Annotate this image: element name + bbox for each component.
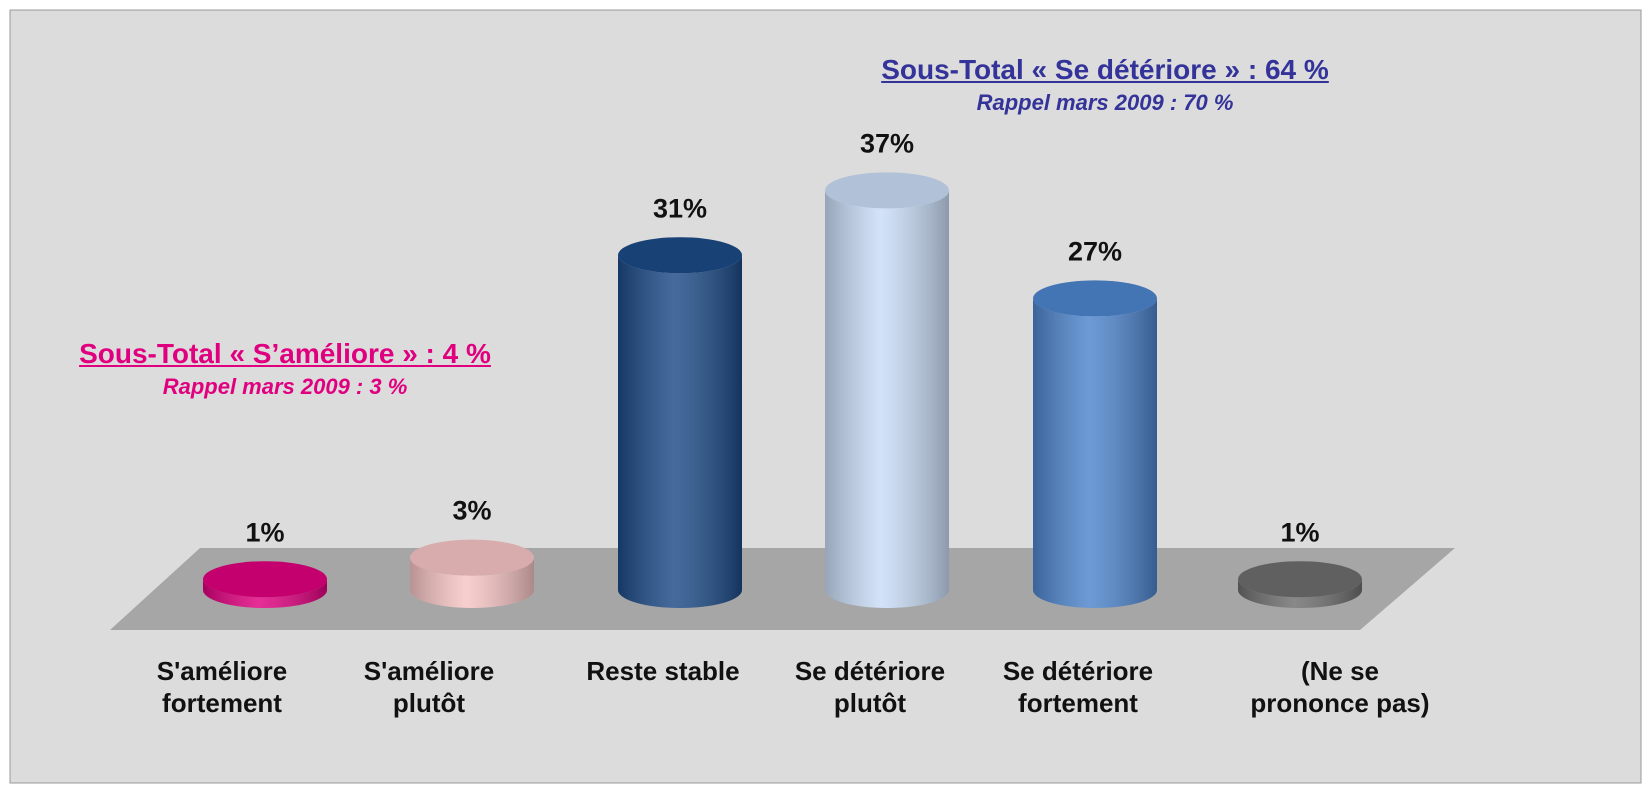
x-tick-label: Se détériore plutôt (794, 656, 946, 718)
bar-top (1238, 561, 1362, 598)
bar-top (618, 237, 742, 274)
value-label: 37% (860, 129, 914, 159)
value-label: 1% (245, 517, 284, 547)
bar-top-shade (1033, 280, 1157, 317)
value-label: 27% (1068, 237, 1122, 267)
annotation: Sous-Total « S’améliore » : 4 % Rappel ma… (30, 338, 540, 400)
x-tick-label: Reste stable (586, 656, 740, 686)
bar-shade (410, 557, 534, 608)
annotation: Sous-Total « Se détériore » : 64 % Rappel… (840, 54, 1370, 116)
annotation-title: Sous-Total « Se détériore » : 64 % (881, 54, 1329, 85)
bar-shade (618, 255, 742, 608)
bar-top-shade (410, 539, 534, 576)
value-label: 31% (653, 193, 707, 223)
bar-top-shade (618, 237, 742, 274)
bar-top (410, 539, 534, 576)
bar-top-shade (203, 561, 327, 598)
value-label: 3% (452, 496, 491, 526)
bar-shade (1238, 579, 1362, 608)
bar-shade (825, 190, 949, 608)
x-tick-label: (Ne se prononce pas) (1250, 656, 1430, 718)
bar-shade (1033, 298, 1157, 608)
bar-top-shade (1238, 561, 1362, 598)
bar-shade (203, 579, 327, 608)
bar-top (825, 172, 949, 209)
bar-top (1033, 280, 1157, 317)
x-tick-label: S'améliore plutôt (363, 656, 495, 718)
value-label: 1% (1280, 517, 1319, 547)
x-tick-label: Se détériore fortement (1002, 656, 1154, 718)
x-tick-label: S'améliore fortement (156, 656, 288, 718)
annotation-subtitle: Rappel mars 2009 : 3 % (162, 374, 408, 399)
bar-top (203, 561, 327, 598)
annotation-title: Sous-Total « S’améliore » : 4 % (79, 338, 491, 369)
bar-top-shade (825, 172, 949, 209)
annotation-subtitle: Rappel mars 2009 : 70 % (976, 90, 1234, 115)
